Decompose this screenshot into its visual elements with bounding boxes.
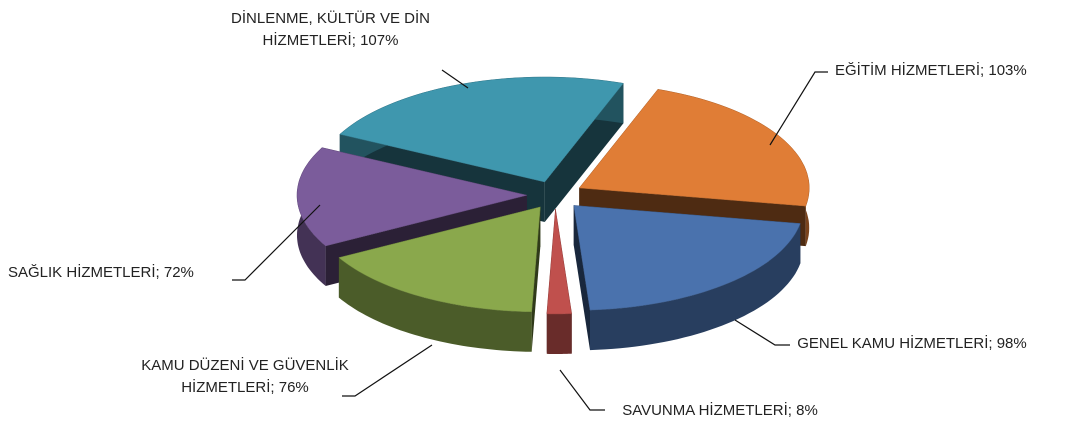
slice-side <box>546 313 572 354</box>
value-label: 8% <box>796 402 818 419</box>
category-label: DİNLENME, KÜLTÜR VE DİN HİZMETLERİ; <box>231 10 430 49</box>
leader-line <box>441 69 469 89</box>
slice <box>338 206 541 352</box>
slice-side <box>573 205 591 351</box>
data-label: SAĞLIK HİZMETLERİ; 72% <box>8 262 248 284</box>
data-label: KAMU DÜZENİ VE GÜVENLİK HİZMETLERİ; 76% <box>140 355 350 399</box>
data-label: DİNLENME, KÜLTÜR VE DİN HİZMETLERİ; 107% <box>208 8 453 52</box>
category-label: SAĞLIK HİZMETLERİ; <box>8 264 160 281</box>
leader-line <box>769 71 828 146</box>
slice <box>546 208 572 315</box>
value-label: 76% <box>278 379 309 396</box>
leader-line <box>559 369 605 411</box>
data-label: EĞİTİM HİZMETLERİ; 103% <box>835 60 1069 82</box>
slice <box>546 208 572 354</box>
category-label: KAMU DÜZENİ VE GÜVENLİK HİZMETLERİ; <box>141 357 349 396</box>
slice <box>573 205 801 351</box>
slice <box>578 89 810 207</box>
slice <box>339 76 624 183</box>
category-label: GENEL KAMU HİZMETLERİ; <box>797 335 993 352</box>
data-label: GENEL KAMU HİZMETLERİ; 98% <box>782 333 1042 355</box>
slice-side <box>338 257 532 352</box>
leader-line <box>342 344 433 397</box>
slice <box>296 147 528 247</box>
leader-line <box>734 319 790 346</box>
value-label: 103% <box>988 62 1027 79</box>
leader-line <box>232 204 321 281</box>
slice <box>338 206 541 313</box>
value-label: 72% <box>163 264 194 281</box>
data-label: SAVUNMA HİZMETLERİ; 8% <box>600 400 840 422</box>
category-label: SAVUNMA HİZMETLERİ; <box>622 402 792 419</box>
slice-side <box>590 223 801 351</box>
value-label: 107% <box>360 32 399 49</box>
value-label: 98% <box>996 335 1027 352</box>
slice <box>573 205 801 311</box>
category-label: EĞİTİM HİZMETLERİ; <box>835 62 985 79</box>
